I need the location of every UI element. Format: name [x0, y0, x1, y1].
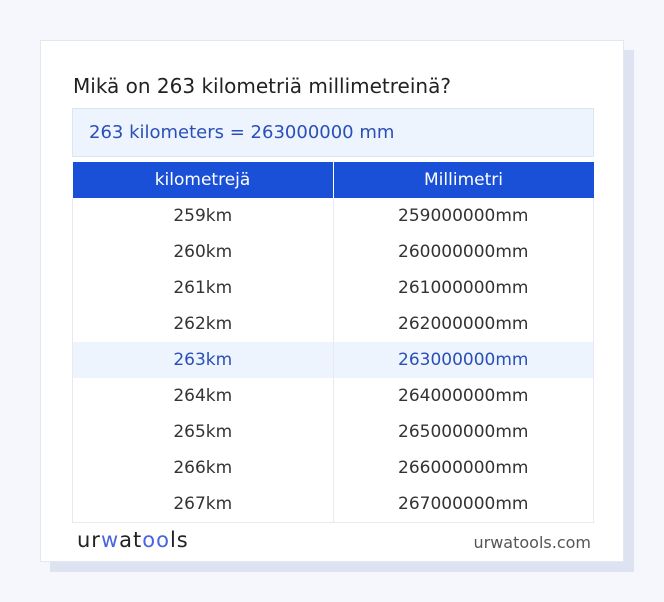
table-row: 259km 259000000mm: [72, 198, 594, 234]
millimeters-cell: 266000000mm: [332, 450, 594, 486]
converter-card: Mikä on 263 kilometriä millimetreinä? 26…: [40, 40, 624, 562]
table-row: 267km 267000000mm: [72, 486, 594, 523]
millimeters-cell: 263000000mm: [332, 342, 594, 378]
table-row: 264km 264000000mm: [72, 378, 594, 414]
page-title: Mikä on 263 kilometriä millimetreinä?: [73, 74, 451, 98]
kilometers-cell: 261km: [72, 270, 334, 306]
kilometers-cell: 260km: [72, 234, 334, 270]
millimeters-cell: 260000000mm: [332, 234, 594, 270]
table-row: 265km 265000000mm: [72, 414, 594, 450]
table-row: 261km 261000000mm: [72, 270, 594, 306]
millimeters-cell: 265000000mm: [332, 414, 594, 450]
table-row: 262km 262000000mm: [72, 306, 594, 342]
kilometers-cell: 259km: [72, 198, 334, 234]
millimeters-cell: 261000000mm: [332, 270, 594, 306]
table-row: 266km 266000000mm: [72, 450, 594, 486]
conversion-result: 263 kilometers = 263000000 mm: [72, 108, 594, 157]
millimeters-cell: 259000000mm: [332, 198, 594, 234]
kilometers-cell: 262km: [72, 306, 334, 342]
conversion-table: kilometrejä Millimetri 259km 259000000mm 2…: [72, 162, 594, 523]
site-link[interactable]: urwatools.com: [473, 533, 592, 552]
millimeters-cell: 262000000mm: [332, 306, 594, 342]
table-row: 260km 260000000mm: [72, 234, 594, 270]
header-millimeters: Millimetri: [332, 162, 594, 198]
kilometers-cell: 266km: [72, 450, 334, 486]
kilometers-cell: 267km: [72, 486, 334, 523]
millimeters-cell: 264000000mm: [332, 378, 594, 414]
kilometers-cell: 265km: [72, 414, 334, 450]
millimeters-cell: 267000000mm: [332, 486, 594, 523]
urwatools-logo[interactable]: urwatools: [77, 528, 189, 552]
kilometers-cell: 264km: [72, 378, 334, 414]
header-kilometers: kilometrejä: [72, 162, 333, 198]
kilometers-cell: 263km: [72, 342, 334, 378]
table-row: 263km 263000000mm: [72, 342, 594, 378]
